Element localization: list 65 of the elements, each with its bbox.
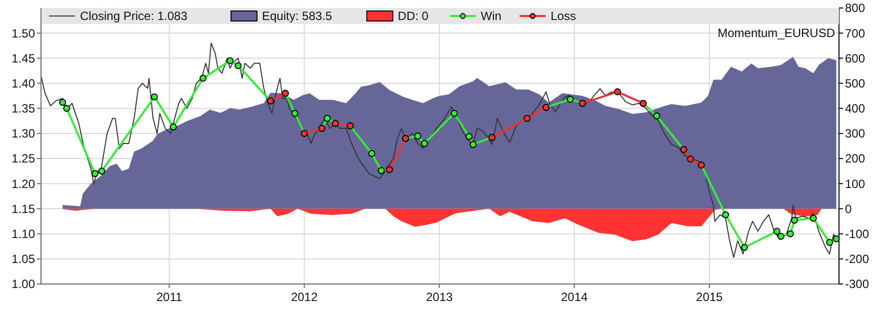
point (810, 214, 817, 222)
point (226, 57, 234, 64)
point (777, 232, 784, 240)
y-tick-label: 1.35 (12, 102, 36, 116)
x-tick-label: 2013 (426, 290, 453, 304)
point (200, 74, 207, 82)
point (150, 93, 158, 100)
point (790, 216, 798, 224)
point (524, 114, 531, 122)
y2-tick-label: 300 (845, 126, 866, 141)
point (566, 96, 574, 103)
x-tick-label: 2014 (561, 290, 588, 304)
legend-label: Equity: 583.5 (262, 9, 332, 24)
point (420, 140, 428, 147)
point (234, 62, 242, 70)
point (466, 132, 473, 140)
y2-tick-label: 700 (845, 26, 866, 40)
point (740, 244, 748, 251)
y-tick-label: 1.30 (12, 126, 36, 141)
text: Momentum_EURUSD (718, 26, 836, 40)
y-tick-label: 1.05 (12, 252, 36, 266)
x-tick-label: 2011 (156, 290, 182, 304)
y-tick-label: 1.40 (12, 76, 36, 90)
y2-tick-label: -300 (845, 277, 870, 292)
point (414, 132, 422, 140)
y-tick-label: 1.15 (12, 202, 36, 216)
y-tick-label: 1.10 (12, 227, 36, 242)
legend-label: DD: 0 (398, 9, 429, 24)
point (773, 228, 780, 235)
y2-tick-label: 400 (845, 102, 866, 116)
point (614, 88, 622, 96)
point (653, 112, 660, 120)
y2-tick-label: 200 (845, 152, 866, 166)
point (686, 156, 694, 163)
point (470, 140, 477, 148)
y2-tick-label: -100 (845, 227, 870, 242)
legend-label: Closing Price: 1.083 (80, 9, 188, 24)
point (291, 110, 298, 117)
point (92, 170, 99, 178)
legend-label: Loss (550, 9, 576, 24)
point (170, 123, 177, 130)
x-tick-label: 2015 (696, 290, 724, 304)
y-tick-label: 1.45 (12, 51, 36, 66)
point (722, 211, 730, 218)
y2-tick-label: 500 (845, 76, 866, 90)
y2-tick-label: 800 (845, 1, 866, 16)
y-tick-label: 1.50 (12, 26, 36, 40)
y2-tick-label: -200 (845, 252, 870, 266)
y-tick-label: 1.20 (12, 176, 36, 191)
y-tick-label: 1.00 (12, 277, 36, 292)
point (63, 104, 70, 112)
point (826, 238, 834, 246)
point (324, 114, 331, 122)
y-tick-label: 1.25 (12, 152, 36, 166)
point (450, 110, 458, 117)
y2-tick-label: 600 (845, 51, 866, 66)
y2-tick-label: 0 (845, 202, 852, 216)
point (378, 167, 385, 174)
y2-tick-label: 100 (845, 176, 866, 191)
point (59, 98, 66, 106)
point (98, 168, 106, 175)
point (368, 150, 376, 158)
legend-label: Win (480, 9, 502, 24)
point (786, 230, 794, 238)
x-tick-label: 2012 (290, 290, 318, 304)
